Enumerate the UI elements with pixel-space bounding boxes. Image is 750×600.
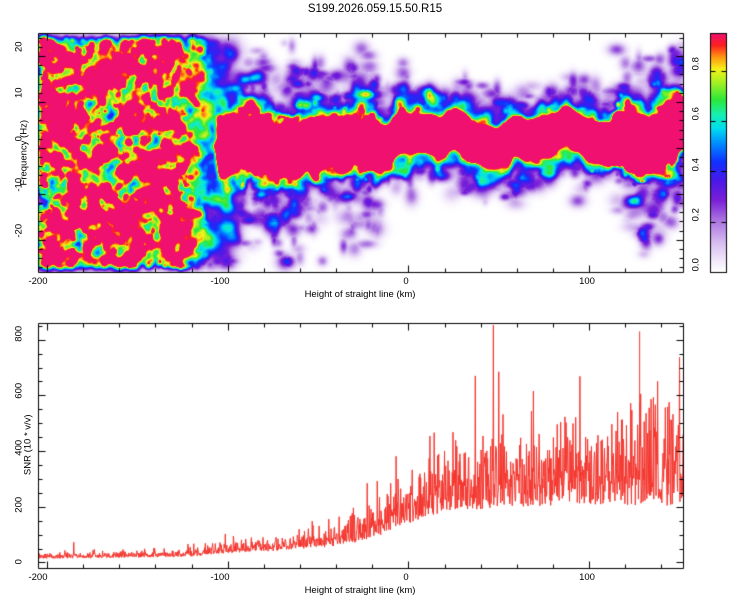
- colorbar-tick-label: 0.4: [690, 158, 702, 172]
- spectrogram-xtick-label: -200: [28, 276, 48, 287]
- colorbar-tick-label: 0.2: [690, 208, 702, 222]
- spectrogram-xaxis-label: Height of straight line (km): [304, 289, 416, 300]
- snr-xtick-label: 100: [579, 572, 595, 583]
- snr-yaxis-label: SNR (10 * v/v): [22, 414, 34, 476]
- snr-xtick-label: -200: [28, 572, 48, 583]
- spectrogram-ytick-label: 20: [13, 41, 25, 53]
- colorbar-tick-label: 0.8: [690, 57, 702, 71]
- colorbar-tick-label: 0.6: [690, 107, 702, 121]
- spectrogram-xtick-label: 0: [403, 276, 409, 287]
- snr-ytick-label: 0: [13, 559, 25, 565]
- snr-xaxis-label: Height of straight line (km): [304, 585, 416, 596]
- colorbar-tick-label: 0.0: [690, 258, 702, 272]
- spectrogram-xtick-label: -100: [210, 276, 230, 287]
- spectrogram-yaxis-label: Frequency (Hz): [18, 120, 30, 186]
- page-title: S199.2026.059.15.50.R15: [307, 3, 443, 15]
- snr-ytick-label: 800: [13, 325, 25, 342]
- snr-xtick-label: 0: [403, 572, 409, 583]
- snr-xtick-label: -100: [210, 572, 230, 583]
- spectrogram-xtick-label: 100: [579, 276, 595, 287]
